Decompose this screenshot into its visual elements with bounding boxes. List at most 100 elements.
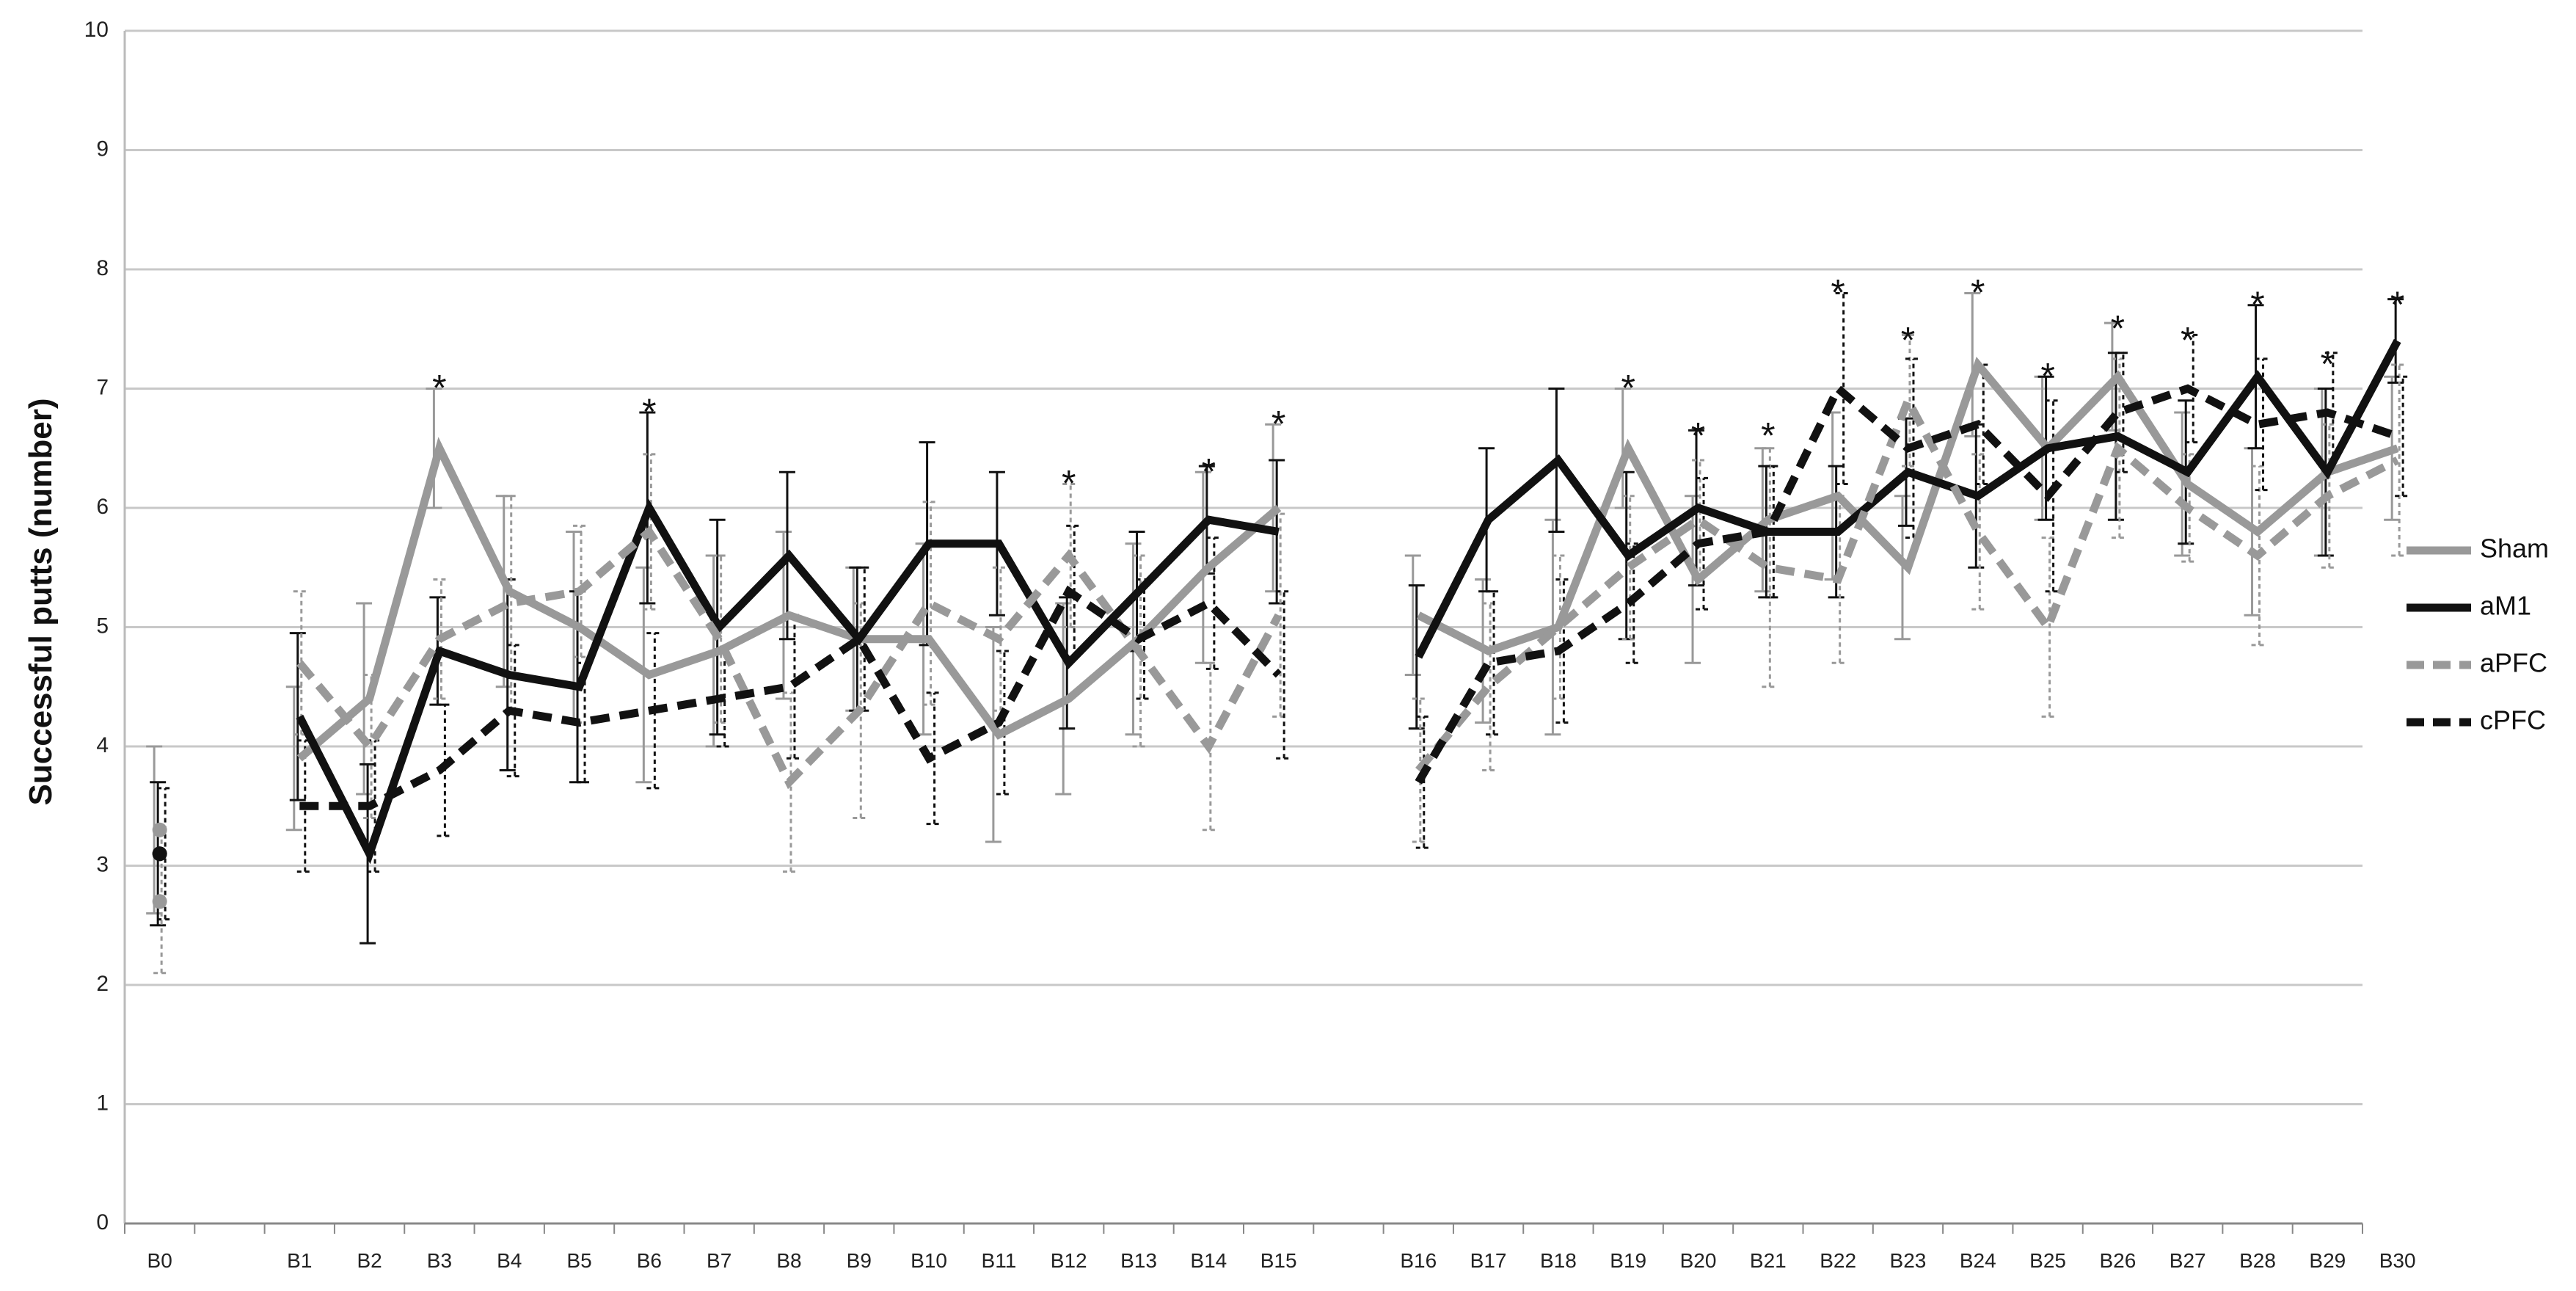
significance-asterisk: * bbox=[1271, 403, 1285, 444]
series-line-cPFC bbox=[1415, 382, 2399, 785]
x-tick-label: B11 bbox=[982, 1249, 1017, 1272]
error-bar bbox=[2041, 537, 2058, 718]
y-tick-label: 6 bbox=[96, 495, 109, 519]
series-line-aPFC bbox=[1415, 390, 2400, 774]
error-bar bbox=[426, 388, 442, 509]
significance-asterisk: * bbox=[432, 368, 446, 409]
error-bar bbox=[643, 453, 660, 611]
y-tick-label: 5 bbox=[96, 614, 109, 638]
point-B0-cPFC bbox=[152, 846, 167, 862]
legend-label: Sham bbox=[2480, 534, 2549, 564]
significance-asterisk: * bbox=[2111, 308, 2125, 349]
error-bar bbox=[1621, 495, 1638, 641]
x-tick-label: B25 bbox=[2029, 1249, 2066, 1272]
significance-asterisk: * bbox=[1202, 451, 1216, 492]
y-tick-label: 7 bbox=[96, 375, 109, 399]
series-lines bbox=[152, 338, 2401, 909]
x-tick-label: B0 bbox=[147, 1249, 172, 1272]
x-tick-label: B17 bbox=[1470, 1249, 1507, 1272]
series-line-aM1 bbox=[296, 498, 1280, 865]
point-B0-aPFC bbox=[152, 894, 167, 909]
x-tick-label: B9 bbox=[847, 1249, 872, 1272]
error-bar bbox=[2391, 363, 2408, 557]
x-tick-label: B1 bbox=[287, 1249, 312, 1272]
legend-item-aM1: aM1 bbox=[2407, 591, 2531, 621]
error-bar bbox=[363, 674, 380, 819]
x-tick-label: B4 bbox=[497, 1249, 522, 1272]
error-bar bbox=[2185, 333, 2202, 444]
error-bar bbox=[2045, 399, 2062, 593]
error-bar bbox=[1412, 697, 1429, 843]
y-tick-label: 9 bbox=[96, 137, 109, 161]
error-bar bbox=[1762, 447, 1778, 688]
error-bar bbox=[1415, 715, 1432, 849]
significance-asterisk: * bbox=[1901, 320, 1915, 361]
significance-asterisk: * bbox=[642, 391, 656, 432]
error-bar bbox=[922, 501, 939, 706]
series-line-aPFC bbox=[296, 526, 1282, 790]
error-bar bbox=[2174, 411, 2191, 557]
series-line-Sham bbox=[296, 437, 1282, 762]
grid-lines bbox=[123, 29, 2363, 1234]
error-bar bbox=[1971, 453, 1988, 611]
legend-label: aM1 bbox=[2480, 591, 2531, 621]
error-bar bbox=[1555, 578, 1572, 724]
x-tick-label: B7 bbox=[707, 1249, 731, 1272]
x-tick-label: B6 bbox=[637, 1249, 662, 1272]
y-axis-label: Successful putts (number) bbox=[23, 399, 59, 806]
y-tick-labels: 0 1 2 3 4 5 6 7 8 9 10 bbox=[84, 18, 109, 1234]
error-bar bbox=[293, 590, 310, 736]
x-tick-labels: B0 B1 B2 B3 B4 B5 B6 B7 B8 B9 B10 B11 B12 B13 B14 B15 B1… bbox=[147, 1249, 2416, 1272]
error-bar bbox=[1964, 292, 1981, 437]
error-bar bbox=[2395, 375, 2412, 498]
series-line-cPFC bbox=[299, 585, 1282, 810]
x-tick-label: B13 bbox=[1120, 1249, 1157, 1272]
x-tick-label: B26 bbox=[2099, 1249, 2136, 1272]
y-tick-label: 4 bbox=[96, 733, 109, 757]
x-tick-label: B23 bbox=[1890, 1249, 1927, 1272]
error-bar bbox=[1404, 554, 1421, 676]
error-bar bbox=[985, 626, 1001, 843]
error-bar bbox=[996, 650, 1012, 796]
error-bars bbox=[146, 292, 2412, 975]
x-tick-label: B20 bbox=[1680, 1249, 1717, 1272]
significance-asterisk: * bbox=[1971, 272, 1985, 313]
x-tick-label: B19 bbox=[1610, 1249, 1646, 1272]
significance-asterisk: * bbox=[2040, 355, 2054, 396]
error-bar bbox=[1552, 554, 1569, 700]
error-bar bbox=[1132, 554, 1149, 748]
x-tick-label: B16 bbox=[1400, 1249, 1437, 1272]
x-tick-label: B15 bbox=[1260, 1249, 1297, 1272]
significance-asterisk: * bbox=[2250, 284, 2264, 325]
y-tick-label: 10 bbox=[84, 18, 109, 42]
x-tick-label: B27 bbox=[2170, 1249, 2206, 1272]
x-tick-label: B8 bbox=[776, 1249, 801, 1272]
significance-asterisk: * bbox=[2321, 343, 2335, 385]
error-bar bbox=[1482, 602, 1499, 771]
legend-label: cPFC bbox=[2480, 705, 2546, 735]
y-tick-label: 3 bbox=[96, 852, 109, 876]
x-tick-label: B24 bbox=[1960, 1249, 1996, 1272]
series-line-Sham bbox=[1416, 357, 2399, 655]
legend: Sham aM1 aPFC cPFC bbox=[2407, 534, 2549, 735]
x-tick-label: B30 bbox=[2379, 1249, 2416, 1272]
x-tick-label: B10 bbox=[911, 1249, 947, 1272]
significance-asterisk: * bbox=[1831, 272, 1845, 313]
legend-label: aPFC bbox=[2480, 648, 2547, 678]
error-bar bbox=[1901, 333, 1918, 468]
y-tick-label: 8 bbox=[96, 256, 109, 280]
error-bar bbox=[646, 632, 663, 790]
x-tick-label: B22 bbox=[1820, 1249, 1856, 1272]
significance-asterisk: * bbox=[2181, 320, 2194, 361]
error-bar bbox=[1276, 590, 1293, 760]
significance-asterisk: * bbox=[1761, 415, 1775, 457]
x-tick-label: B14 bbox=[1190, 1249, 1227, 1272]
x-tick-label: B2 bbox=[357, 1249, 382, 1272]
error-bar bbox=[1835, 292, 1852, 485]
significance-asterisk: * bbox=[1621, 368, 1635, 409]
legend-item-Sham: Sham bbox=[2407, 534, 2549, 564]
error-bar bbox=[1408, 584, 1425, 730]
x-tick-label: B28 bbox=[2239, 1249, 2276, 1272]
error-bar bbox=[1062, 483, 1079, 628]
